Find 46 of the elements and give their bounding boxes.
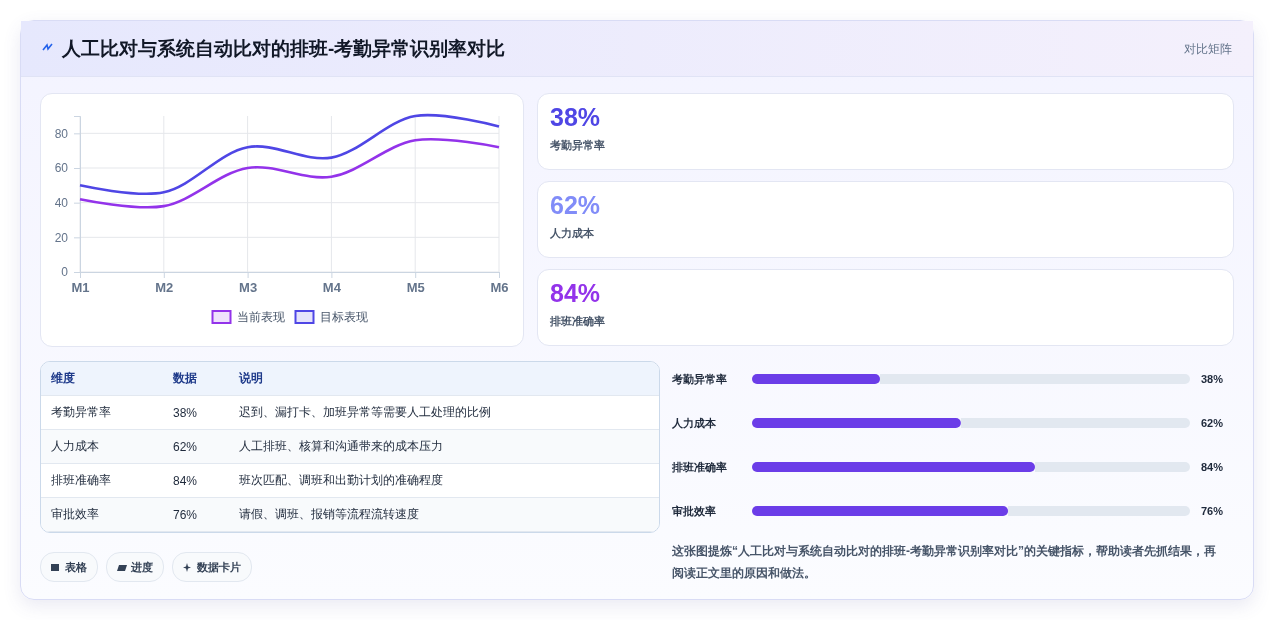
legend-label: 当前表现 <box>236 310 285 324</box>
y-tick-label: 审批效率 <box>672 505 716 517</box>
text: 数据卡片 <box>197 559 241 575</box>
y-tick-label: 80 <box>54 126 69 141</box>
text: 表格 <box>65 559 87 575</box>
text: 84% <box>550 279 601 307</box>
text: 62% <box>550 191 601 219</box>
y-tick-label: 40 <box>54 196 69 211</box>
y-tick-label: 20 <box>54 230 69 245</box>
category-label: 排班准确率 <box>550 314 605 329</box>
text: 维度 <box>41 362 163 396</box>
text: 进度 <box>131 559 153 575</box>
text: 这张图提炼“人工比对与系统自动比对的排班-考勤异常识别率对比”的关键指标，帮助读者先抓结果，再阅读正文里的原因和做法。 <box>672 543 1217 582</box>
text: 班次匹配、调班和出勤计划的准确程度 <box>229 463 659 498</box>
y-tick-label: 考勤异常率 <box>671 373 727 385</box>
category-label: 考勤异常率 <box>550 138 605 153</box>
text: 38% <box>173 405 198 420</box>
legend-label: 目标表现 <box>319 310 368 324</box>
text: 38% <box>550 103 601 131</box>
data-label: 62% <box>1200 417 1224 429</box>
text: 说明 <box>229 362 659 396</box>
text: 62% <box>173 439 198 454</box>
line-series <box>78 137 501 209</box>
data-label: 38% <box>1200 373 1224 385</box>
y-tick-label: 60 <box>54 161 69 176</box>
x-tick-label: M1 <box>71 280 90 296</box>
text: 请假、调班、报销等流程流转速度 <box>229 497 659 532</box>
line-series <box>78 113 501 195</box>
x-tick-label: M2 <box>155 280 174 296</box>
text: 76% <box>173 507 198 522</box>
chart-title: 人工比对与系统自动比对的排班-考勤异常识别率对比 <box>61 38 506 59</box>
data-label: 84% <box>1200 461 1224 473</box>
x-tick-label: M3 <box>239 280 258 296</box>
text: 迟到、漏打卡、加班异常等需要人工处理的比例 <box>229 395 659 430</box>
text: 数据 <box>163 362 229 396</box>
text: 84% <box>173 473 198 488</box>
y-tick-label: 0 <box>61 265 69 280</box>
y-tick-label: 排班准确率 <box>671 461 727 473</box>
text: 对比矩阵 <box>1184 42 1232 56</box>
data-label: 76% <box>1200 505 1224 517</box>
x-tick-label: M6 <box>490 280 509 296</box>
y-tick-label: 人力成本 <box>671 417 717 430</box>
category-label: 人力成本 <box>550 226 594 241</box>
x-tick-label: M4 <box>322 280 342 296</box>
x-tick-label: M5 <box>406 280 425 296</box>
text: 人工排班、核算和沟通带来的成本压力 <box>229 429 659 464</box>
